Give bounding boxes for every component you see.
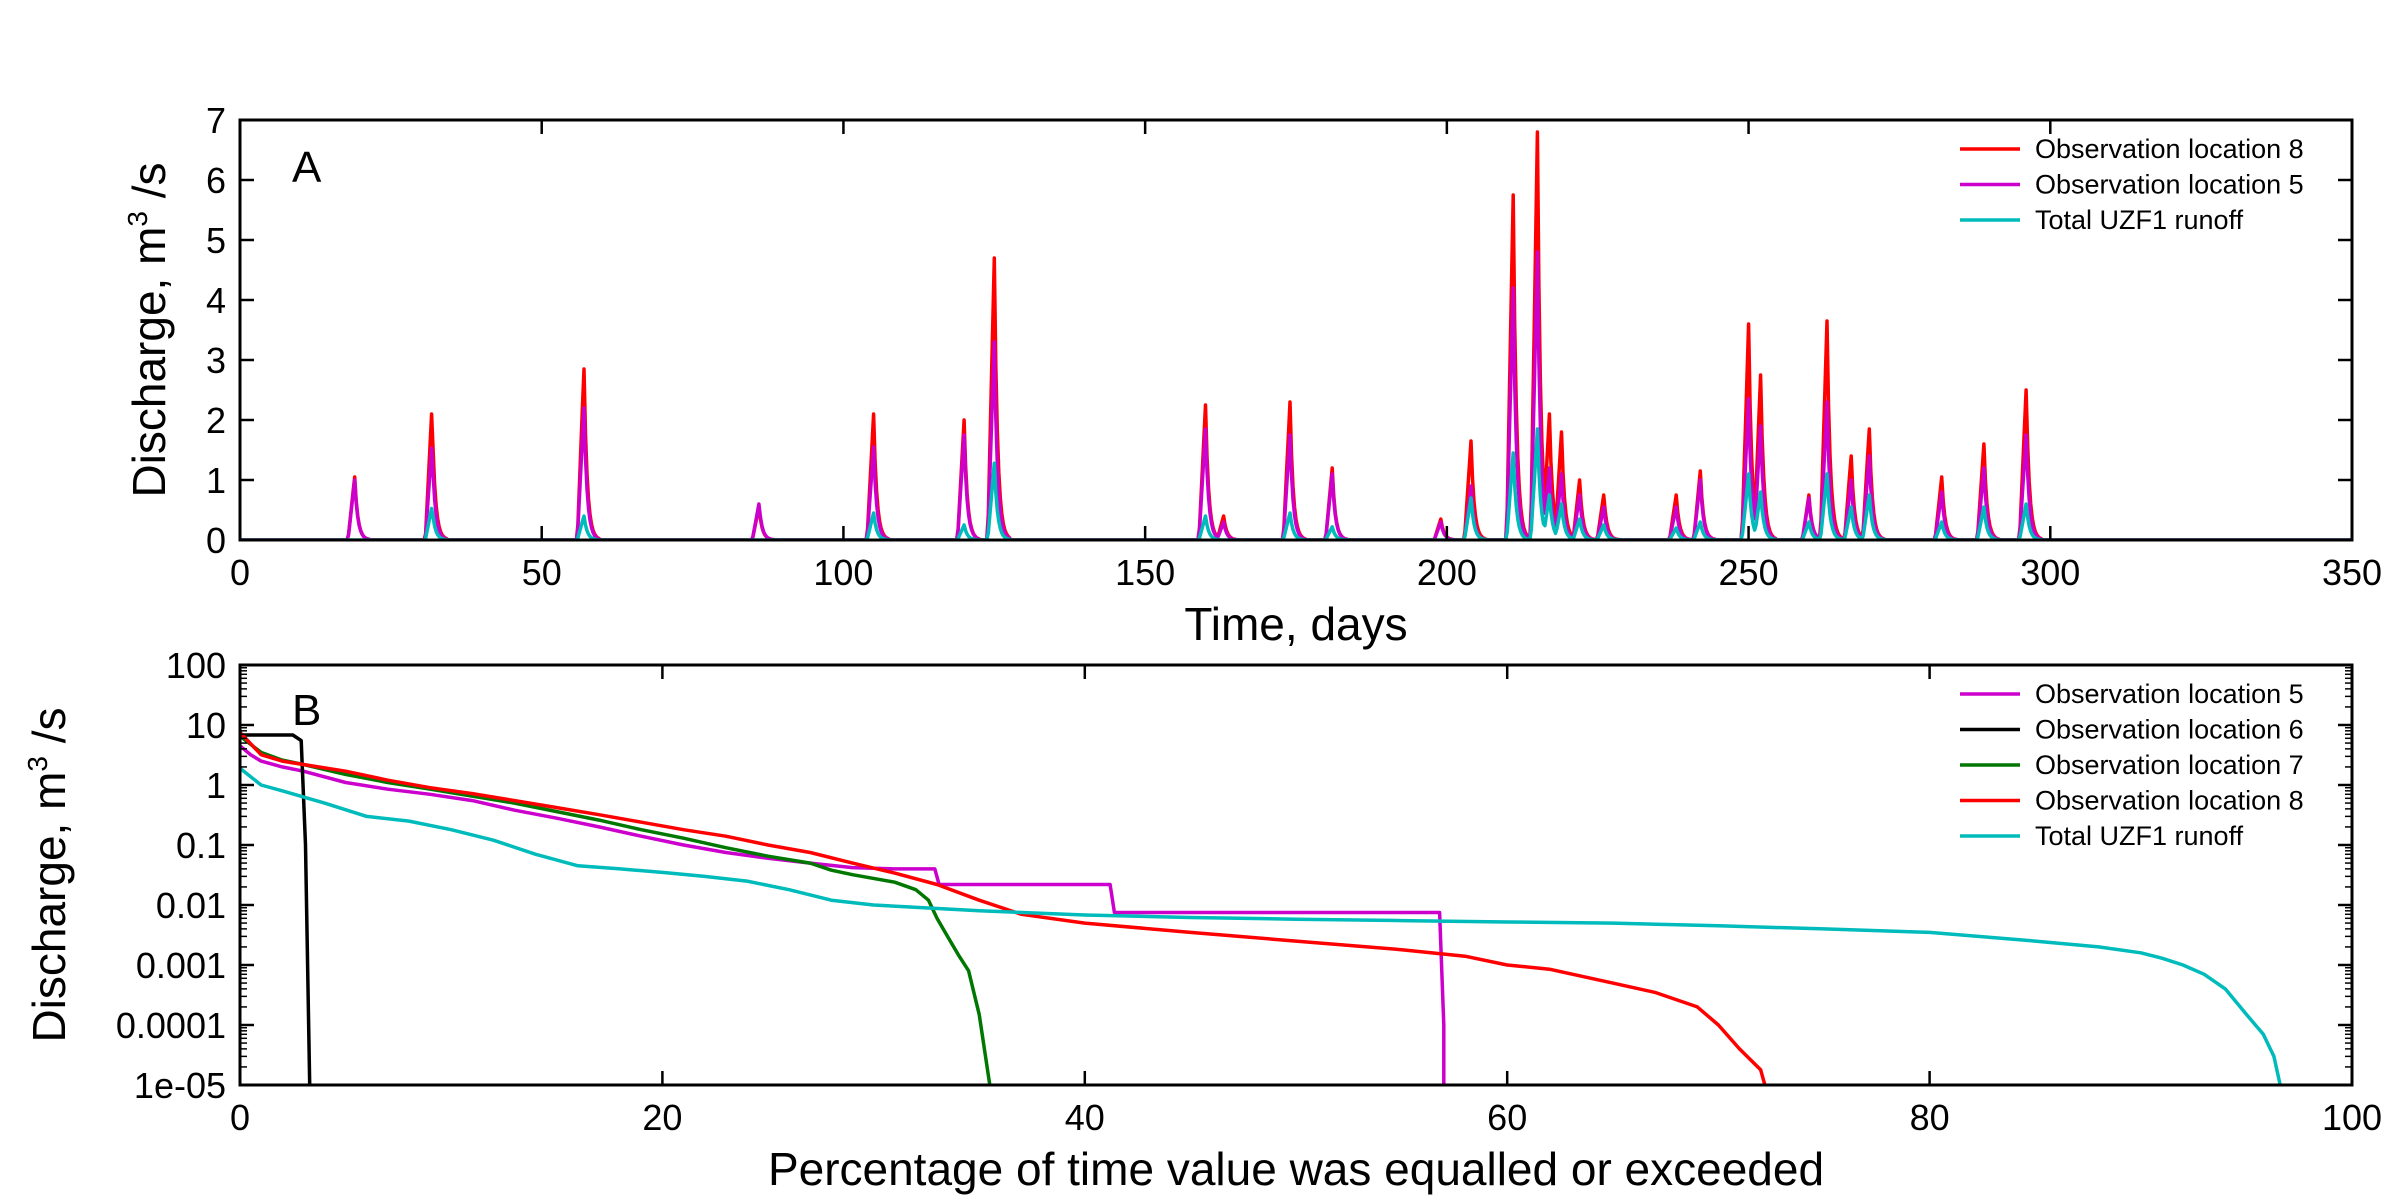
panel-a-legend: Observation location 8 Observation locati… xyxy=(1960,134,2304,235)
panel-b-series-line-1 xyxy=(240,744,1446,1085)
panel-a: 0 50 100 150 200 250 300 350 0 1 2 3 4 5 6 7 A Time, da… xyxy=(122,100,2382,650)
panel-a-y-axis-label-sup: 3 xyxy=(122,211,153,227)
panel-b-series-line-5 xyxy=(240,766,2282,1085)
panel-b-legend-entry: Observation location 6 xyxy=(2035,715,2304,745)
panel-a-y-tick-label: 6 xyxy=(206,160,226,201)
panel-a-x-tick-label: 200 xyxy=(1417,552,1477,593)
panel-b-legend: Observation location 5 Observation locati… xyxy=(1960,679,2304,851)
panel-a-y-tick-label: 7 xyxy=(206,100,226,141)
panel-b-x-tick-label: 0 xyxy=(230,1097,250,1138)
panel-a-series-line-2 xyxy=(240,250,2352,540)
panel-a-y-axis-label: Discharge, m3 /s xyxy=(122,162,175,497)
panel-b-y-tick-label: 1e-05 xyxy=(134,1065,226,1106)
panel-b-x-tick-label: 100 xyxy=(2322,1097,2382,1138)
panel-b-frame xyxy=(238,663,2354,1087)
panel-a-y-tick-label: 3 xyxy=(206,340,226,381)
panel-a-x-axis-label: Time, days xyxy=(1184,598,1407,650)
panel-b-series-line-4 xyxy=(240,731,1767,1085)
panel-a-x-tick-label: 300 xyxy=(2020,552,2080,593)
panel-b-x-axis-label: Percentage of time value was equalled or… xyxy=(768,1143,1824,1195)
panel-b-y-tick-label: 100 xyxy=(166,645,226,686)
panel-a-legend-entry: Observation location 8 xyxy=(2035,134,2304,164)
panel-b-y-axis-label-main: Discharge, m xyxy=(23,772,75,1043)
panel-b: 0 20 40 60 80 100 1e-05 0.0001 0.001 0.01 0.1 1 10 10… xyxy=(22,645,2382,1195)
panel-b-x-tick-label: 80 xyxy=(1910,1097,1950,1138)
panel-b-y-tick-label: 0.01 xyxy=(156,885,226,926)
panel-b-series xyxy=(240,731,2282,1085)
panel-b-y-tick-label: 1 xyxy=(206,765,226,806)
panel-a-y-tick-label: 1 xyxy=(206,460,226,501)
panel-a-x-tick-label: 250 xyxy=(1719,552,1779,593)
panel-b-series-line-3 xyxy=(240,734,992,1085)
panel-a-ticks: 0 50 100 150 200 250 300 350 0 1 2 3 4 5 6 7 xyxy=(206,100,2382,593)
panel-a-y-axis-label-unit: /s xyxy=(123,162,175,211)
panel-b-legend-entry: Observation location 8 xyxy=(2035,786,2304,816)
panel-a-y-tick-label: 5 xyxy=(206,220,226,261)
panel-a-label: A xyxy=(292,143,322,192)
panel-b-x-tick-label: 20 xyxy=(642,1097,682,1138)
panel-a-legend-entry: Observation location 5 xyxy=(2035,170,2304,200)
panel-b-legend-entry: Observation location 5 xyxy=(2035,679,2304,709)
panel-b-label: B xyxy=(292,686,321,735)
panel-a-x-tick-label: 50 xyxy=(522,552,562,593)
panel-b-y-axis-label-unit: /s xyxy=(23,707,75,756)
panel-b-x-tick-label: 60 xyxy=(1487,1097,1527,1138)
panel-a-y-tick-label: 2 xyxy=(206,400,226,441)
panel-a-y-tick-label: 0 xyxy=(206,520,226,561)
panel-a-x-tick-label: 100 xyxy=(813,552,873,593)
panel-a-x-tick-label: 0 xyxy=(230,552,250,593)
panel-a-x-tick-label: 150 xyxy=(1115,552,1175,593)
panel-a-legend-entry: Total UZF1 runoff xyxy=(2035,205,2244,235)
panel-b-y-axis-label-sup: 3 xyxy=(22,756,53,772)
panel-b-y-tick-label: 0.1 xyxy=(176,825,226,866)
panel-b-y-tick-label: 0.001 xyxy=(136,945,226,986)
panel-a-y-axis-label-main: Discharge, m xyxy=(123,227,175,498)
panel-b-legend-entry: Total UZF1 runoff xyxy=(2035,821,2244,851)
panel-a-x-tick-label: 350 xyxy=(2322,552,2382,593)
panel-b-y-axis-label: Discharge, m3 /s xyxy=(22,707,75,1042)
panel-b-ticks: 0 20 40 60 80 100 1e-05 0.0001 0.001 0.01 0.1 1 10 10… xyxy=(116,645,2382,1138)
panel-b-x-tick-label: 40 xyxy=(1065,1097,1105,1138)
panel-b-y-tick-label: 10 xyxy=(186,705,226,746)
panel-b-series-line-2 xyxy=(240,733,312,1085)
panel-b-legend-entry: Observation location 7 xyxy=(2035,750,2304,780)
panel-a-frame xyxy=(238,118,2354,542)
panel-a-y-tick-label: 4 xyxy=(206,280,226,321)
panel-b-y-tick-label: 0.0001 xyxy=(116,1005,226,1046)
